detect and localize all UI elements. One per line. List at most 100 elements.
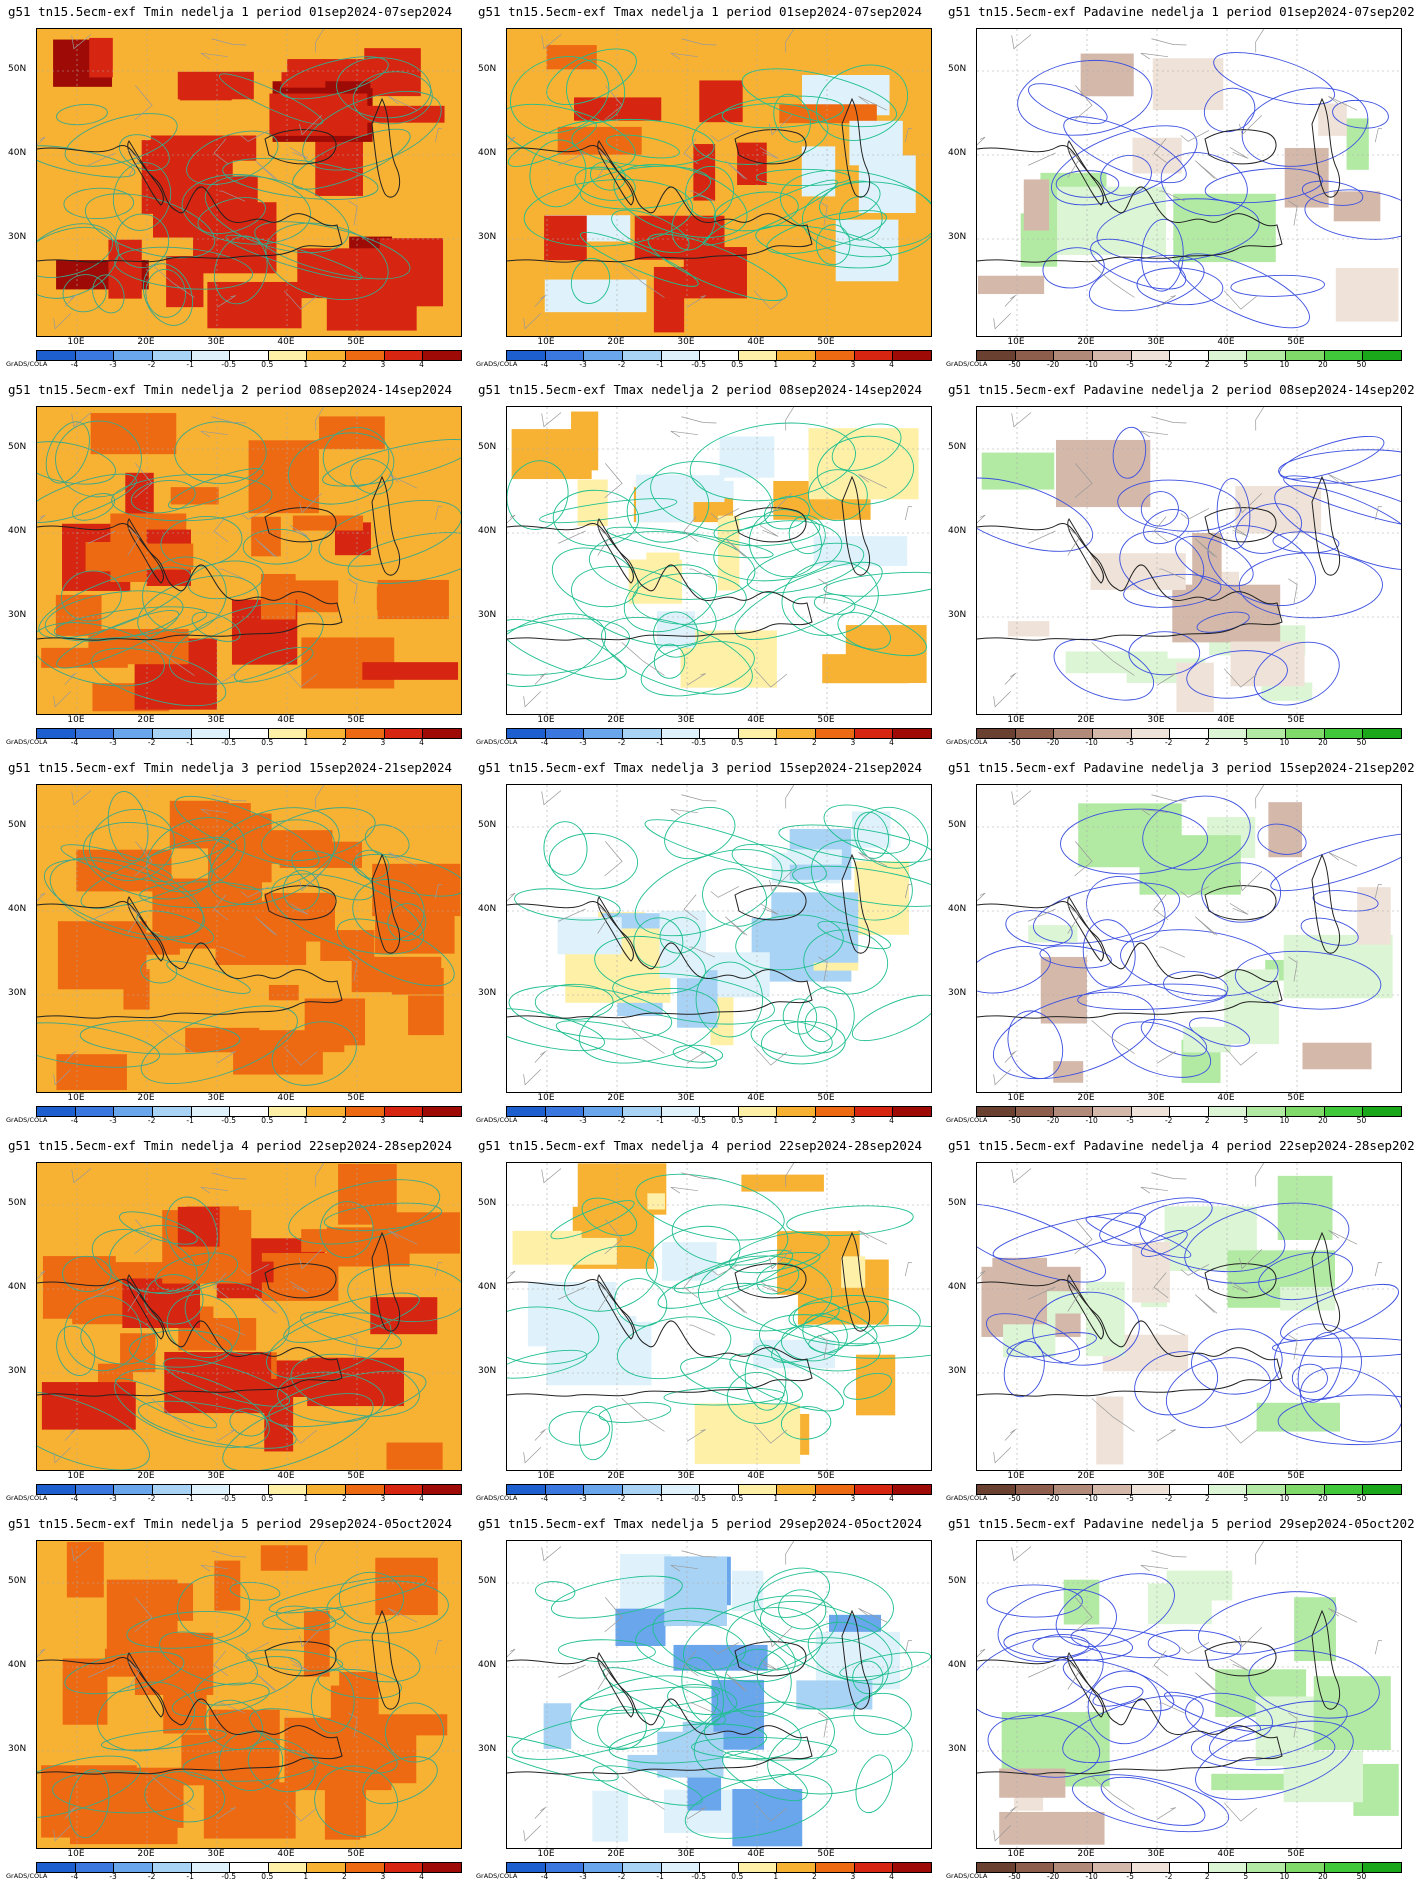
colorbar-swatch (1131, 351, 1171, 360)
tmax-map (506, 28, 932, 337)
colorbar-tick-label: 1 (303, 1872, 309, 1881)
longitude-label: 40E (277, 1471, 295, 1481)
black-sea-coast (264, 1641, 337, 1677)
black-sea-coast (734, 885, 807, 921)
colorbar-swatch (307, 1485, 347, 1494)
colorbar-labels: -50 -20 -10 -5 -2 2 5 10 20 50 (976, 360, 1400, 370)
colorbar-swatch (1131, 1863, 1171, 1872)
longitude-label: 50E (817, 715, 835, 725)
colorbar-swatch (1247, 1107, 1287, 1116)
colorbar-tick-label: -4 (540, 1494, 549, 1503)
grads-credit: GrADS/COLA (946, 360, 988, 368)
colorbar (36, 728, 462, 739)
longitude-label: 10E (537, 1093, 555, 1103)
colorbar-swatch (854, 1863, 894, 1872)
caspian-coast (1311, 97, 1341, 198)
longitude-label: 30E (677, 1849, 695, 1859)
tmax-panel-title: g51 tn15.5ecm-exf Tmax nedelja 4 period … (478, 1138, 923, 1153)
longitude-label: 30E (1147, 715, 1165, 725)
colorbar-tick-label: -3 (579, 1116, 587, 1125)
colorbar-swatch (584, 1485, 623, 1494)
colorbar-swatch (1247, 351, 1287, 360)
longitude-label: 20E (137, 715, 155, 725)
colorbar-swatch (816, 1107, 855, 1116)
colorbar-swatch (191, 1485, 231, 1494)
latitude-label: 30N (478, 1366, 497, 1376)
colorbar-tick-label: 3 (850, 738, 856, 747)
colorbar-tick-label: -0.5 (221, 738, 237, 747)
colorbar-swatch (1131, 729, 1171, 738)
longitude-label: 40E (747, 1849, 765, 1859)
latitude-label: 30N (8, 988, 27, 998)
colorbar-swatch (1054, 1485, 1093, 1494)
black-sea-coast (264, 1263, 337, 1299)
grads-credit: GrADS/COLA (6, 1872, 48, 1880)
colorbar-swatch (423, 1107, 462, 1116)
longitude-label: 30E (677, 337, 695, 347)
colorbar-swatch (1015, 729, 1055, 738)
colorbar-tick-label: -20 (1046, 360, 1060, 369)
colorbar-swatch (700, 729, 739, 738)
colorbar-swatch (1208, 1485, 1248, 1494)
colorbar-swatch (230, 729, 269, 738)
tmax-panel-week-1: g51 tn15.5ecm-exf Tmax nedelja 1 period … (470, 0, 940, 378)
italy-coast (127, 1652, 164, 1718)
tmin-map (36, 28, 462, 337)
longitude-label: 40E (1217, 1471, 1235, 1481)
colorbar-swatch (977, 351, 1016, 360)
colorbar-tick-label: -2 (1164, 360, 1173, 369)
colorbar-swatch (152, 1107, 192, 1116)
colorbar-tick-label: 0.5 (731, 1116, 744, 1125)
colorbar-tick-label: 1 (773, 1872, 779, 1881)
colorbar-swatch (661, 1863, 701, 1872)
colorbar-swatch (423, 729, 462, 738)
longitude-label: 30E (207, 1849, 225, 1859)
colorbar-tick-label: 2 (1204, 1116, 1210, 1125)
colorbar-tick-label: 20 (1318, 1872, 1328, 1881)
colorbar-swatch (1131, 1107, 1171, 1116)
colorbar-swatch (268, 1863, 308, 1872)
grads-credit: GrADS/COLA (476, 1116, 518, 1124)
colorbar-tick-label: 3 (850, 1116, 856, 1125)
colorbar-tick-label: -1 (656, 1116, 664, 1125)
colorbar-swatch (893, 729, 932, 738)
colorbar-tick-label: 50 (1356, 360, 1367, 369)
colorbar-swatch (1208, 1107, 1248, 1116)
colorbar-tick-label: -2 (617, 1872, 626, 1881)
colorbar-swatch (1324, 1485, 1364, 1494)
colorbar-swatch (1363, 351, 1402, 360)
longitude-label: 30E (207, 1093, 225, 1103)
colorbar (36, 1484, 462, 1495)
longitude-label: 50E (1287, 1849, 1305, 1859)
longitude-label: 10E (67, 1093, 85, 1103)
colorbar-swatch (75, 1107, 115, 1116)
colorbar-tick-label: 0.5 (261, 1116, 274, 1125)
colorbar-swatch (854, 351, 894, 360)
grads-credit: GrADS/COLA (476, 360, 518, 368)
prec-panel-week-1: g51 tn15.5ecm-exf Padavine nedelja 1 per… (940, 0, 1414, 378)
colorbar-tick-label: -20 (1046, 738, 1060, 747)
longitude-label: 10E (1007, 1471, 1025, 1481)
colorbar-labels: -4 -3 -2 -1 -0.5 0.5 1 2 3 4 (506, 1494, 930, 1504)
colorbar-tick-label: 20 (1318, 1494, 1328, 1503)
colorbar-tick-label: 10 (1279, 360, 1290, 369)
coastline (37, 901, 343, 1019)
prec-panel-title: g51 tn15.5ecm-exf Padavine nedelja 1 per… (948, 4, 1414, 19)
black-sea-coast (1204, 507, 1277, 543)
colorbar-tick-label: 5 (1243, 738, 1249, 747)
colorbar-swatch (1286, 1485, 1325, 1494)
colorbar-swatch (700, 1485, 739, 1494)
longitude-label: 20E (607, 337, 625, 347)
colorbar-swatch (1286, 1107, 1325, 1116)
colorbar-tick-label: 20 (1318, 1116, 1328, 1125)
tmin-panel-title: g51 tn15.5ecm-exf Tmin nedelja 4 period … (8, 1138, 453, 1153)
colorbar-swatch (700, 1863, 739, 1872)
latitude-label: 30N (948, 232, 967, 242)
latitude-label: 30N (948, 988, 967, 998)
colorbar-tick-label: 50 (1356, 1872, 1367, 1881)
colorbar-swatch (584, 1863, 623, 1872)
colorbar (36, 1106, 462, 1117)
black-sea-coast (1204, 129, 1277, 165)
latitude-label: 30N (948, 1744, 967, 1754)
grads-credit: GrADS/COLA (476, 738, 518, 746)
